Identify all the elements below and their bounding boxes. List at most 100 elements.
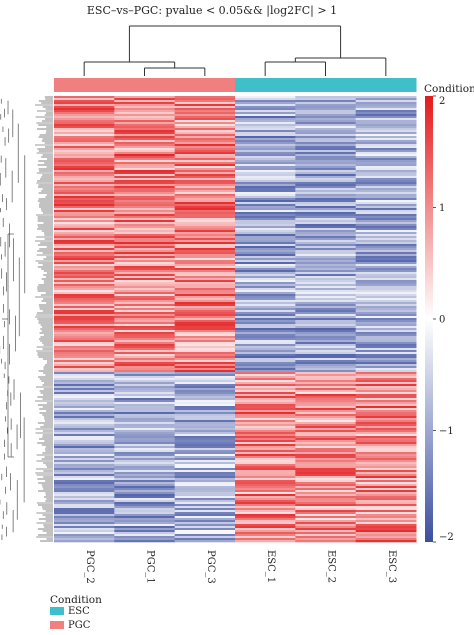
- annotation-cell-pgc: [114, 78, 176, 92]
- heatmap-cell: [54, 218, 115, 221]
- heatmap-cell: [235, 180, 296, 183]
- heatmap-cell: [355, 256, 417, 259]
- heatmap-cell: [54, 206, 115, 209]
- heatmap-cell: [235, 420, 296, 423]
- heatmap-cell: [235, 102, 296, 105]
- heatmap-cell: [174, 184, 236, 187]
- heatmap-cell: [295, 164, 357, 167]
- heatmap-cell: [355, 322, 417, 325]
- heatmap-cell: [295, 220, 357, 223]
- heatmap-cell: [54, 428, 115, 431]
- heatmap-cell: [174, 466, 236, 469]
- heatmap-cell: [114, 198, 176, 201]
- heatmap-cell: [295, 214, 357, 217]
- heatmap-cell: [295, 488, 357, 491]
- heatmap-cell: [295, 538, 357, 541]
- heatmap-cell: [54, 212, 115, 215]
- heatmap-cell: [295, 504, 357, 507]
- heatmap-cell: [295, 104, 357, 107]
- heatmap-cell: [174, 482, 236, 485]
- heatmap-cell: [174, 388, 236, 391]
- heatmap-cell: [295, 334, 357, 337]
- heatmap-cell: [355, 510, 417, 513]
- heatmap-cell: [54, 296, 115, 299]
- heatmap-cell: [114, 446, 176, 449]
- heatmap-cell: [295, 202, 357, 205]
- heatmap-cell: [174, 530, 236, 533]
- heatmap-cell: [174, 418, 236, 421]
- heatmap-cell: [114, 168, 176, 171]
- heatmap-cell: [114, 100, 176, 103]
- heatmap-cell: [54, 216, 115, 219]
- heatmap-cell: [235, 400, 296, 403]
- heatmap-cell: [235, 410, 296, 413]
- heatmap-cell: [235, 152, 296, 155]
- annotation-cell-pgc: [174, 78, 236, 92]
- heatmap-cell: [355, 414, 417, 417]
- heatmap-cell: [355, 176, 417, 179]
- heatmap-cell: [295, 354, 357, 357]
- heatmap-cell: [355, 384, 417, 387]
- heatmap-cell: [54, 220, 115, 223]
- heatmap-cell: [235, 526, 296, 529]
- heatmap-cell: [295, 510, 357, 513]
- heatmap-cell: [235, 198, 296, 201]
- heatmap-cell: [355, 378, 417, 381]
- heatmap-cell: [54, 108, 115, 111]
- heatmap-cell: [355, 488, 417, 491]
- heatmap-cell: [114, 240, 176, 243]
- heatmap-cell: [235, 538, 296, 541]
- heatmap-cell: [295, 218, 357, 221]
- heatmap-cell: [295, 530, 357, 533]
- heatmap-cell: [54, 196, 115, 199]
- heatmap-cell: [355, 224, 417, 227]
- heatmap-cell: [114, 358, 176, 361]
- heatmap-cell: [355, 412, 417, 415]
- heatmap-cell: [235, 166, 296, 169]
- heatmap-cell: [355, 368, 417, 371]
- colorbar-title: Condition: [424, 83, 474, 95]
- heatmap-cell: [355, 142, 417, 145]
- heatmap-cell: [54, 294, 115, 297]
- heatmap-cell: [54, 404, 115, 407]
- heatmap-cell: [174, 442, 236, 445]
- heatmap-cell: [114, 104, 176, 107]
- heatmap-cell: [235, 478, 296, 481]
- heatmap-cell: [235, 448, 296, 451]
- heatmap-cell: [174, 458, 236, 461]
- heatmap-cell: [235, 434, 296, 437]
- heatmap-cell: [355, 146, 417, 149]
- heatmap-cell: [54, 384, 115, 387]
- heatmap-cell: [174, 296, 236, 299]
- heatmap-cell: [355, 440, 417, 443]
- heatmap-cell: [174, 288, 236, 291]
- heatmap-cell: [235, 438, 296, 441]
- heatmap-cell: [235, 190, 296, 193]
- heatmap-cell: [114, 410, 176, 413]
- heatmap-cell: [174, 182, 236, 185]
- heatmap-cell: [174, 532, 236, 535]
- heatmap-cell: [174, 254, 236, 257]
- heatmap-cell: [114, 522, 176, 525]
- heatmap-cell: [235, 500, 296, 503]
- heatmap-cell: [114, 406, 176, 409]
- heatmap-cell: [235, 304, 296, 307]
- heatmap-cell: [295, 484, 357, 487]
- heatmap-cell: [355, 346, 417, 349]
- heatmap-cell: [174, 514, 236, 517]
- heatmap-cell: [295, 438, 357, 441]
- heatmap-cell: [174, 322, 236, 325]
- heatmap-cell: [54, 100, 115, 103]
- heatmap-cell: [355, 156, 417, 159]
- heatmap-cell: [295, 138, 357, 141]
- heatmap-cell: [174, 340, 236, 343]
- heatmap-cell: [174, 420, 236, 423]
- heatmap-cell: [114, 278, 176, 281]
- heatmap-cell: [54, 534, 115, 537]
- heatmap-cell: [54, 484, 115, 487]
- column-label: ESC_1: [265, 550, 276, 583]
- heatmap-cell: [114, 256, 176, 259]
- heatmap-cell: [235, 440, 296, 443]
- heatmap-cell: [355, 380, 417, 383]
- heatmap-cell: [114, 464, 176, 467]
